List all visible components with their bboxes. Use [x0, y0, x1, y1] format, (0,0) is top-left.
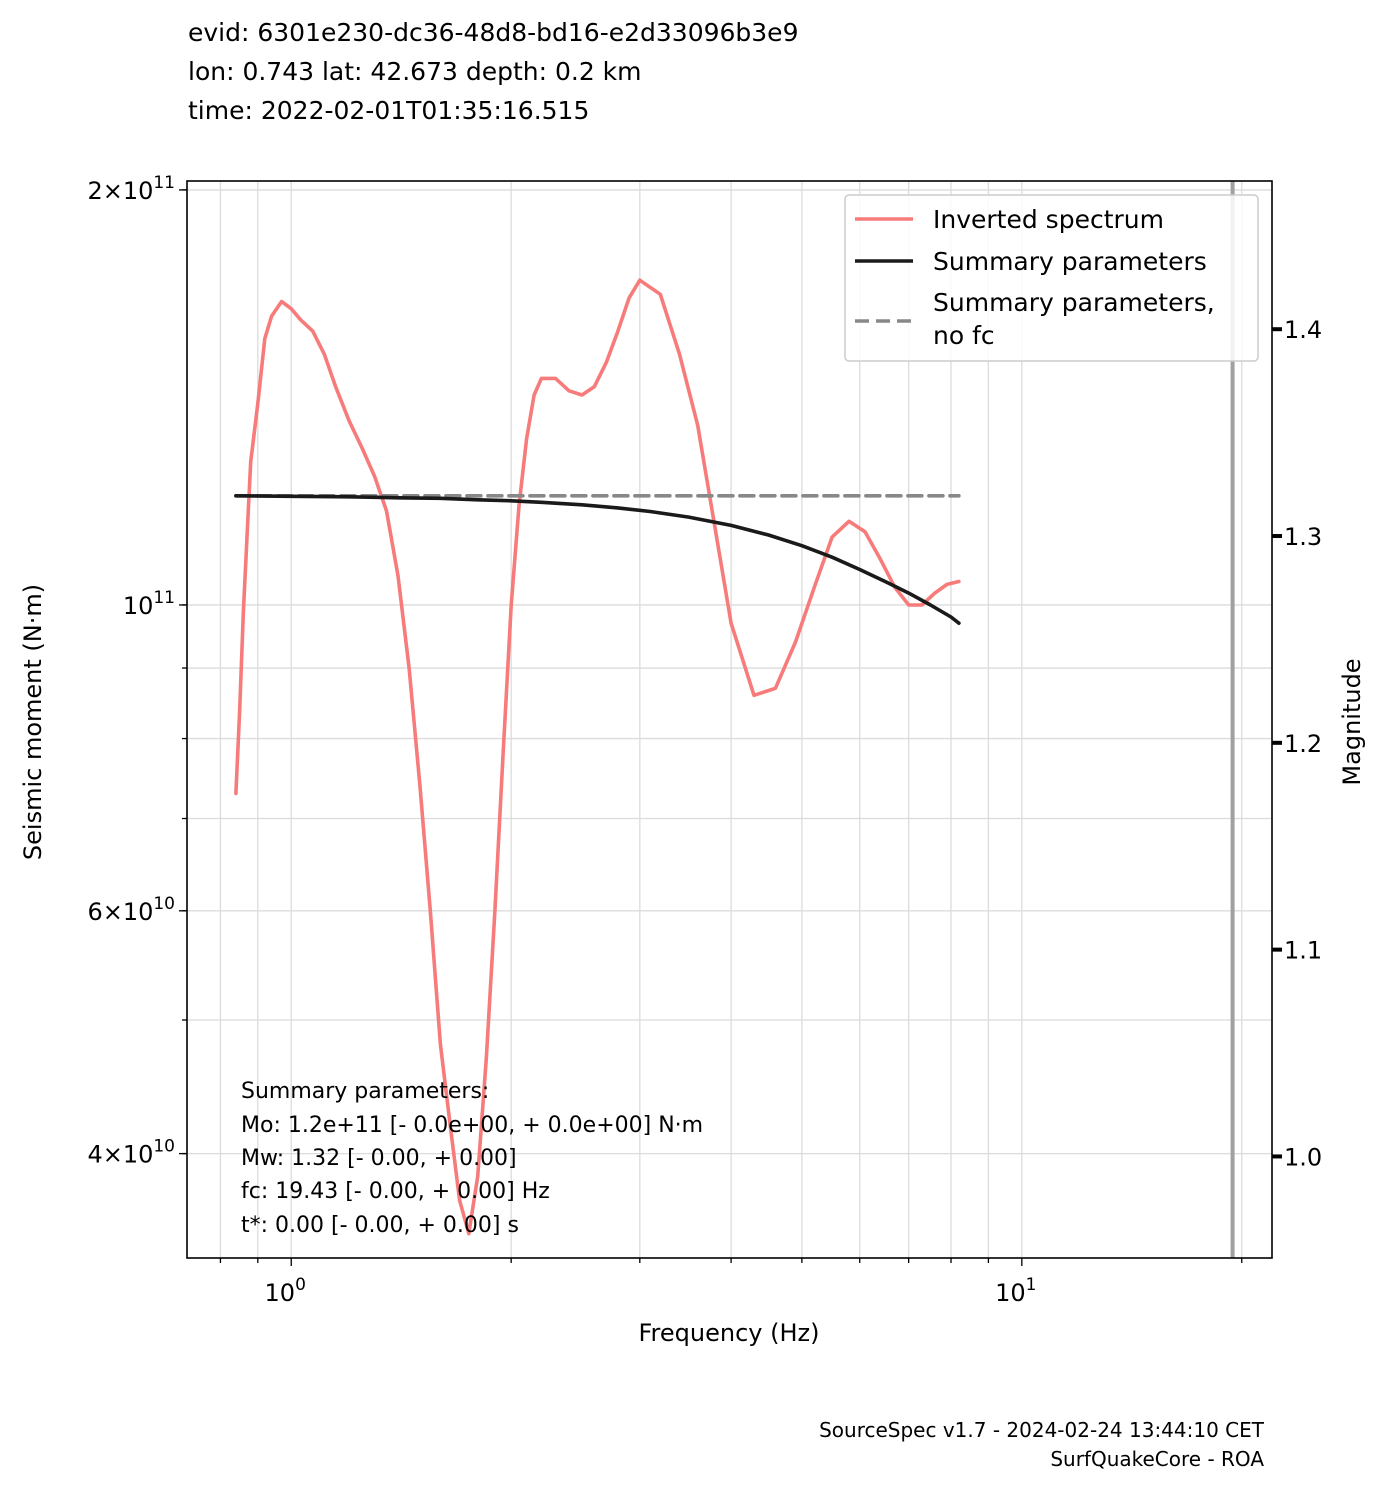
legend-label-summary: Summary parameters: [933, 247, 1207, 276]
legend: Inverted spectrum Summary parameters Sum…: [844, 194, 1259, 362]
x-tick-label: 101: [995, 1275, 1036, 1307]
summary-mo: Mo: 1.2e+11 [- 0.0e+00, + 0.0e+00] N·m: [241, 1113, 703, 1138]
summary-mw: Mw: 1.32 [- 0.00, + 0.00]: [241, 1146, 517, 1171]
header-location: lon: 0.743 lat: 42.673 depth: 0.2 km: [188, 57, 642, 86]
y2-axis-label: Magnitude: [1338, 658, 1366, 785]
footer-version: SourceSpec v1.7 - 2024-02-24 13:44:10 CE…: [819, 1418, 1265, 1442]
y2-tick-label: 1.3: [1284, 523, 1322, 551]
y-axis-label: Seismic moment (N·m): [19, 584, 47, 860]
header-time: time: 2022-02-01T01:35:16.515: [188, 96, 589, 125]
header-evid: evid: 6301e230-dc36-48d8-bd16-e2d33096b3…: [188, 18, 798, 47]
x-tick-label: 100: [265, 1275, 306, 1307]
summary-fc: fc: 19.43 [- 0.00, + 0.00] Hz: [241, 1179, 550, 1204]
legend-label-nofc-line2: no fc: [933, 321, 995, 350]
legend-frame: [844, 194, 1259, 362]
ticks: 100 101 2×1011 1011 6×1010 4×1010 1.0 1.1 1.2 1.3…: [87, 173, 1322, 1307]
y2-tick-label: 1.4: [1284, 316, 1322, 344]
y2-tick-label: 1.0: [1284, 1143, 1322, 1171]
summary-parameters-line: [234, 493, 961, 626]
summary-box: Summary parameters: Mo: 1.2e+11 [- 0.0e+…: [241, 1079, 703, 1238]
legend-label-nofc-line1: Summary parameters,: [933, 288, 1215, 317]
y-tick-label: 2×1011: [87, 173, 175, 205]
summary-title: Summary parameters:: [241, 1079, 489, 1104]
y2-tick-label: 1.1: [1284, 937, 1322, 965]
y-tick-label: 1011: [123, 588, 175, 620]
inverted-spectrum-line: [234, 278, 961, 1236]
y2-tick-label: 1.2: [1284, 730, 1322, 758]
y-tick-label: 6×1010: [87, 894, 175, 926]
summary-tstar: t*: 0.00 [- 0.00, + 0.00] s: [241, 1213, 519, 1238]
y-tick-label: 4×1010: [87, 1137, 175, 1169]
legend-label-inverted: Inverted spectrum: [933, 205, 1164, 234]
x-axis-label: Frequency (Hz): [639, 1319, 820, 1347]
footer-source: SurfQuakeCore - ROA: [1050, 1447, 1264, 1471]
plot-frame: [186, 180, 1273, 1259]
